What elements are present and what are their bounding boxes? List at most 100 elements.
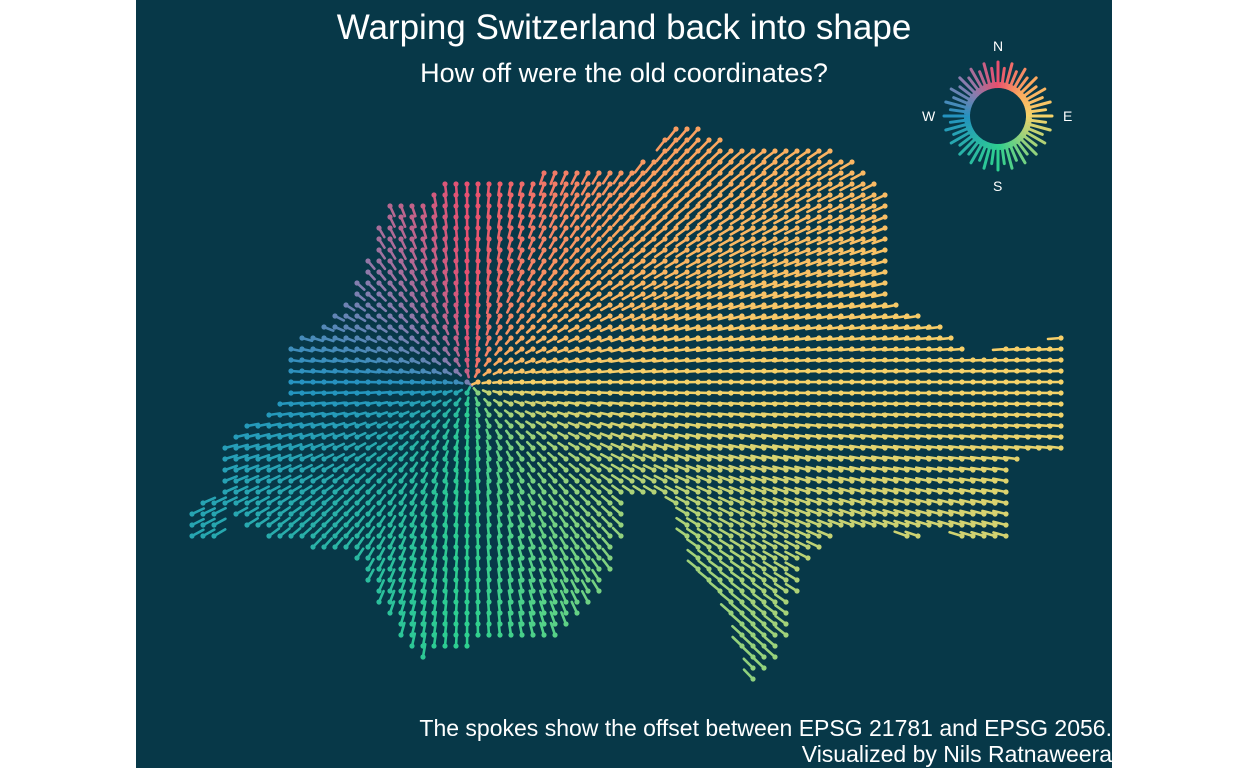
spoke-point bbox=[310, 456, 316, 462]
spoke-point bbox=[673, 302, 679, 308]
spoke-point bbox=[805, 269, 811, 275]
spoke-point bbox=[343, 478, 349, 484]
spoke-point bbox=[585, 335, 591, 341]
spoke-point bbox=[629, 247, 635, 253]
spoke-point bbox=[882, 236, 888, 242]
spoke-point bbox=[288, 423, 294, 429]
spoke-point bbox=[431, 445, 437, 451]
spoke-point bbox=[728, 236, 734, 242]
compass-ring-segment bbox=[985, 83, 990, 90]
spoke-point bbox=[838, 247, 844, 253]
spoke-point bbox=[552, 434, 558, 440]
spoke-point bbox=[244, 478, 250, 484]
spoke-point bbox=[662, 302, 668, 308]
spoke-point bbox=[761, 269, 767, 275]
spoke-point bbox=[882, 214, 888, 220]
spoke-point bbox=[585, 269, 591, 275]
spoke-point bbox=[244, 423, 250, 429]
spoke-point bbox=[541, 566, 547, 572]
spoke-point bbox=[310, 511, 316, 517]
spoke-point bbox=[365, 500, 371, 506]
spoke-point bbox=[607, 280, 613, 286]
spoke-point bbox=[508, 313, 514, 319]
spoke-point bbox=[838, 511, 844, 517]
spoke-point bbox=[849, 170, 855, 176]
spoke-point bbox=[750, 478, 756, 484]
spoke-point bbox=[541, 434, 547, 440]
spoke-point bbox=[585, 434, 591, 440]
spoke-point bbox=[684, 258, 690, 264]
spoke-point bbox=[717, 456, 723, 462]
spoke-point bbox=[464, 390, 470, 396]
spoke-point bbox=[255, 456, 261, 462]
spoke-point bbox=[409, 236, 415, 242]
spoke-point bbox=[673, 170, 679, 176]
compass-ring-segment bbox=[1015, 89, 1021, 96]
spoke-point bbox=[827, 533, 833, 539]
spoke-point bbox=[596, 280, 602, 286]
spoke-point bbox=[662, 159, 668, 165]
spoke-point bbox=[684, 478, 690, 484]
spoke-point bbox=[629, 181, 635, 187]
spoke-point bbox=[343, 368, 349, 374]
spoke-point bbox=[519, 533, 525, 539]
spoke-point bbox=[783, 544, 789, 550]
spoke-point bbox=[673, 456, 679, 462]
spoke-point bbox=[662, 258, 668, 264]
spoke-point bbox=[695, 203, 701, 209]
compass-label-east: E bbox=[1063, 108, 1073, 124]
spoke-point bbox=[651, 258, 657, 264]
spoke-point bbox=[563, 489, 569, 495]
spoke-point bbox=[475, 280, 481, 286]
spoke-point bbox=[717, 500, 723, 506]
spoke-point bbox=[365, 478, 371, 484]
spoke-point bbox=[453, 225, 459, 231]
compass-label-south: S bbox=[993, 178, 1003, 194]
spoke-point bbox=[728, 500, 734, 506]
compass-spoke bbox=[949, 87, 973, 102]
spoke-point bbox=[486, 258, 492, 264]
spoke-point bbox=[376, 566, 382, 572]
spoke-point bbox=[486, 236, 492, 242]
spoke-point bbox=[706, 280, 712, 286]
spoke-point bbox=[772, 214, 778, 220]
spoke-point bbox=[376, 489, 382, 495]
spoke-point bbox=[409, 478, 415, 484]
spoke-point bbox=[750, 522, 756, 528]
spoke-point bbox=[783, 280, 789, 286]
spoke-point bbox=[838, 258, 844, 264]
spoke-point bbox=[640, 445, 646, 451]
spoke-point bbox=[750, 577, 756, 583]
spoke-point bbox=[816, 225, 822, 231]
spoke-point bbox=[299, 489, 305, 495]
spoke-point bbox=[794, 192, 800, 198]
spoke-point bbox=[541, 478, 547, 484]
spoke-point bbox=[310, 500, 316, 506]
spoke-point bbox=[211, 500, 217, 506]
spoke-point bbox=[497, 632, 503, 638]
spoke-point bbox=[387, 379, 393, 385]
spoke-point bbox=[816, 269, 822, 275]
spoke-point bbox=[629, 335, 635, 341]
spoke-point bbox=[563, 324, 569, 330]
spoke-point bbox=[607, 258, 613, 264]
spoke-point bbox=[717, 170, 723, 176]
spoke-point bbox=[255, 445, 261, 451]
spoke-point bbox=[739, 533, 745, 539]
spoke-point bbox=[409, 533, 415, 539]
spoke-point bbox=[640, 291, 646, 297]
spoke-point bbox=[486, 225, 492, 231]
spoke-point bbox=[1003, 511, 1009, 517]
compass-ring-segment bbox=[1023, 125, 1030, 130]
spoke-point bbox=[618, 478, 624, 484]
spoke-point bbox=[387, 368, 393, 374]
compass-ring-segment bbox=[966, 100, 974, 105]
spoke-point bbox=[508, 412, 514, 418]
spoke-point bbox=[354, 511, 360, 517]
spoke-point bbox=[882, 500, 888, 506]
spoke-point bbox=[750, 236, 756, 242]
spoke-point bbox=[728, 203, 734, 209]
compass-ring-segment bbox=[1009, 84, 1014, 92]
spoke-point bbox=[706, 159, 712, 165]
spoke-point bbox=[519, 181, 525, 187]
